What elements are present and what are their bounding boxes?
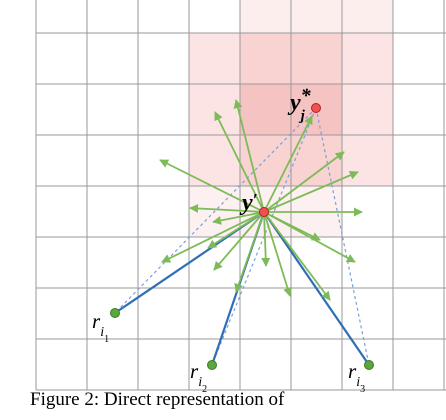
arrow <box>263 171 359 213</box>
caption: Figure 2: Direct representation of <box>30 389 285 410</box>
label-sub: i <box>356 375 360 390</box>
arrow <box>214 111 265 213</box>
arrow <box>159 159 265 213</box>
point-label: ri3 <box>348 359 365 395</box>
label-subsub: 1 <box>104 334 109 345</box>
target-point <box>311 103 321 113</box>
label-main: r <box>348 359 357 383</box>
point-label: y′ <box>239 190 258 216</box>
label-subsub: 3 <box>360 384 365 395</box>
label-sub: i <box>198 375 202 390</box>
label-sub: j <box>299 108 306 124</box>
arrow <box>263 115 313 213</box>
arrow <box>263 211 292 297</box>
label-main: r <box>92 309 101 333</box>
label-sub: i <box>100 325 104 340</box>
arrow <box>212 211 265 225</box>
label-subsub: 2 <box>202 384 207 395</box>
arrow <box>161 211 265 263</box>
dashed-link <box>315 107 370 366</box>
reference-point <box>110 308 120 318</box>
label-main: r <box>190 359 199 383</box>
target-point <box>259 207 269 217</box>
arrow <box>263 211 331 301</box>
reference-point <box>207 360 217 370</box>
arrow <box>207 211 265 249</box>
arrows <box>159 99 363 301</box>
arrow <box>233 99 265 213</box>
arrow <box>234 211 265 293</box>
solid-link <box>263 211 370 366</box>
label-main: y <box>287 90 301 116</box>
label-sup: * <box>301 85 312 107</box>
point-label: ri1 <box>92 309 109 345</box>
points <box>110 103 374 370</box>
point-label: y* j <box>287 85 312 124</box>
point-label: ri2 <box>190 359 207 395</box>
label-mark: ′ <box>253 190 258 210</box>
arrow <box>261 211 271 267</box>
reference-point <box>364 360 374 370</box>
arrow <box>213 211 265 271</box>
arrow <box>263 211 321 241</box>
label-main: y <box>239 190 253 216</box>
dashed-link <box>211 107 317 366</box>
arrow <box>189 203 265 213</box>
arrow <box>263 151 345 213</box>
